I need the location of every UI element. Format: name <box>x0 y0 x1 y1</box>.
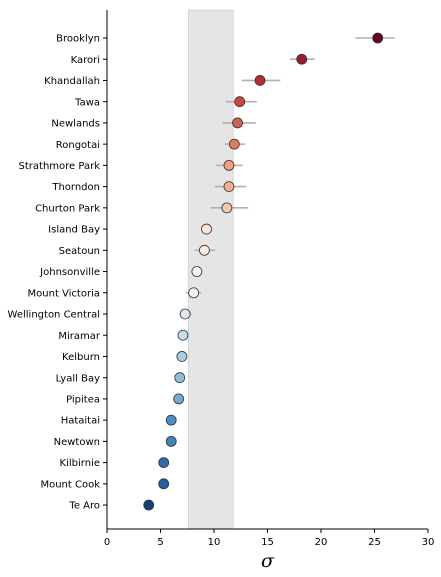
y-tick-label-miramar: Miramar <box>58 331 101 342</box>
y-tick-label-tawa: Tawa <box>74 97 100 108</box>
y-tick-label-newlands: Newlands <box>51 119 100 130</box>
point-pipitea <box>173 393 185 405</box>
y-tick-label-kilbirnie: Kilbirnie <box>60 458 100 469</box>
point-te-aro <box>143 499 155 511</box>
y-tick-label-wellington-central: Wellington Central <box>8 310 100 321</box>
x-tick-label-30: 30 <box>422 537 435 548</box>
y-tick-label-island-bay: Island Bay <box>48 225 100 236</box>
y-tick-label-mount-cook: Mount Cook <box>40 479 100 490</box>
y-tick-label-rongotai: Rongotai <box>56 140 100 151</box>
point-strathmore-park <box>223 159 235 171</box>
point-tawa <box>234 96 246 108</box>
y-tick-label-lyall-bay: Lyall Bay <box>56 373 100 384</box>
point-newtown <box>165 435 177 447</box>
y-tick-label-kelburn: Kelburn <box>62 352 100 363</box>
point-rongotai <box>228 138 240 150</box>
y-tick-label-strathmore-park: Strathmore Park <box>19 161 101 172</box>
data-points <box>143 32 384 511</box>
x-tick-label-15: 15 <box>261 537 274 548</box>
y-tick-label-newtown: Newtown <box>54 437 100 448</box>
y-tick-labels: Brooklyn Karori Khandallah Tawa Newlands Rong… <box>8 34 107 512</box>
point-thorndon <box>223 181 235 193</box>
point-churton-park <box>221 202 233 214</box>
point-hataitai <box>165 414 177 426</box>
point-karori <box>296 53 308 65</box>
point-johnsonville <box>191 266 203 277</box>
point-mount-victoria <box>188 287 200 299</box>
x-tick-label-20: 20 <box>315 537 328 548</box>
y-tick-label-khandallah: Khandallah <box>44 76 100 87</box>
y-tick-label-mount-victoria: Mount Victoria <box>28 288 100 299</box>
error-bars <box>145 37 395 506</box>
point-miramar <box>177 329 189 341</box>
point-kelburn <box>176 351 188 362</box>
y-tick-label-karori: Karori <box>71 55 100 66</box>
y-tick-label-hataitai: Hataitai <box>61 416 100 427</box>
point-wellington-central <box>179 308 191 320</box>
x-tick-label-25: 25 <box>368 537 381 548</box>
y-tick-label-pipitea: Pipitea <box>66 395 100 406</box>
y-tick-label-te-aro: Te Aro <box>68 501 100 512</box>
y-tick-label-seatoun: Seatoun <box>59 246 100 257</box>
point-seatoun <box>198 244 210 256</box>
x-tick-label-10: 10 <box>208 537 221 548</box>
point-brooklyn <box>372 32 384 44</box>
point-kilbirnie <box>158 457 170 469</box>
y-tick-label-brooklyn: Brooklyn <box>56 34 100 45</box>
x-tick-labels: 0 5 10 15 20 25 30 <box>104 529 435 548</box>
point-newlands <box>232 117 243 129</box>
y-tick-label-churton-park: Churton Park <box>35 203 100 214</box>
x-tick-label-0: 0 <box>104 537 110 548</box>
y-tick-label-thorndon: Thorndon <box>51 182 100 193</box>
x-axis-label: σ <box>261 550 275 572</box>
point-khandallah <box>254 75 266 86</box>
y-tick-label-johnsonville: Johnsonville <box>39 267 100 278</box>
point-lyall-bay <box>174 372 186 384</box>
point-mount-cook <box>158 478 170 490</box>
point-island-bay <box>201 223 212 235</box>
x-tick-label-5: 5 <box>157 537 163 548</box>
